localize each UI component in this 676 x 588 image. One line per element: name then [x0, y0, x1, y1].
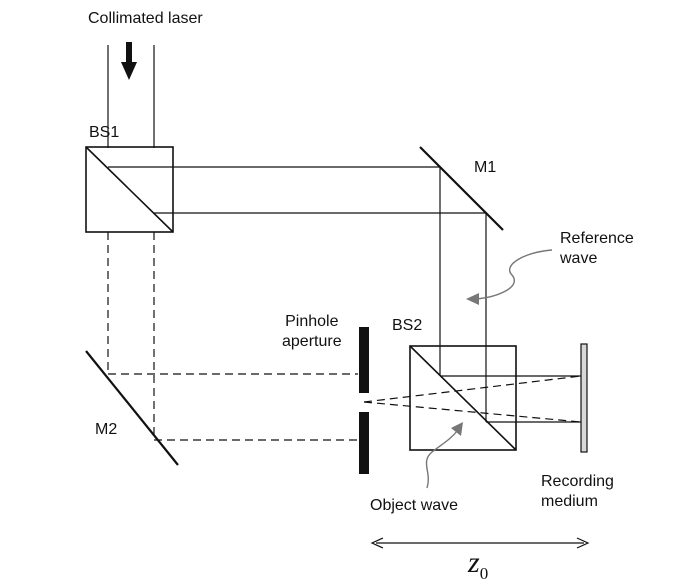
- pinhole-label-line1: Pinhole: [285, 313, 339, 330]
- beam-splitter-bs1: [85, 146, 174, 233]
- object-beam-path: [107, 232, 358, 441]
- reference-wave-label: Reference wave: [560, 229, 634, 269]
- distance-symbol: z: [468, 546, 480, 579]
- beam-splitter-bs2: [409, 345, 517, 451]
- distance-subscript: 0: [479, 564, 489, 583]
- object-wave-pointer: [425, 422, 463, 489]
- mirror-m1: [419, 146, 504, 231]
- collimated-laser-label: Collimated laser: [88, 10, 203, 27]
- reference-beam-path: [108, 166, 583, 423]
- bs2-label: BS2: [392, 317, 423, 334]
- bs1-label: BS1: [89, 124, 120, 141]
- incoming-laser-beam: [107, 45, 155, 148]
- recording-label-line1: Recording: [541, 473, 614, 490]
- m2-label: M2: [95, 421, 118, 438]
- pinhole-aperture-label: Pinhole aperture: [282, 312, 342, 352]
- m1-label: M1: [474, 159, 497, 176]
- reference-label-line1: Reference: [560, 230, 634, 247]
- recording-label-line2: medium: [541, 493, 598, 510]
- laser-direction-arrow: [121, 42, 137, 80]
- pinhole-label-line2: aperture: [282, 333, 342, 350]
- distance-dimension-arrow: [370, 537, 590, 549]
- object-wave-label: Object wave: [370, 497, 459, 514]
- recording-medium-label: Recording medium: [541, 472, 614, 512]
- reference-label-line2: wave: [560, 250, 598, 267]
- pinhole-aperture: [359, 327, 369, 474]
- mirror-m2: [85, 350, 179, 466]
- recording-medium-plate: [580, 343, 588, 453]
- reference-wave-pointer: [466, 249, 553, 305]
- diverging-object-wave: [363, 375, 582, 423]
- distance-z0-label: z0: [468, 548, 488, 588]
